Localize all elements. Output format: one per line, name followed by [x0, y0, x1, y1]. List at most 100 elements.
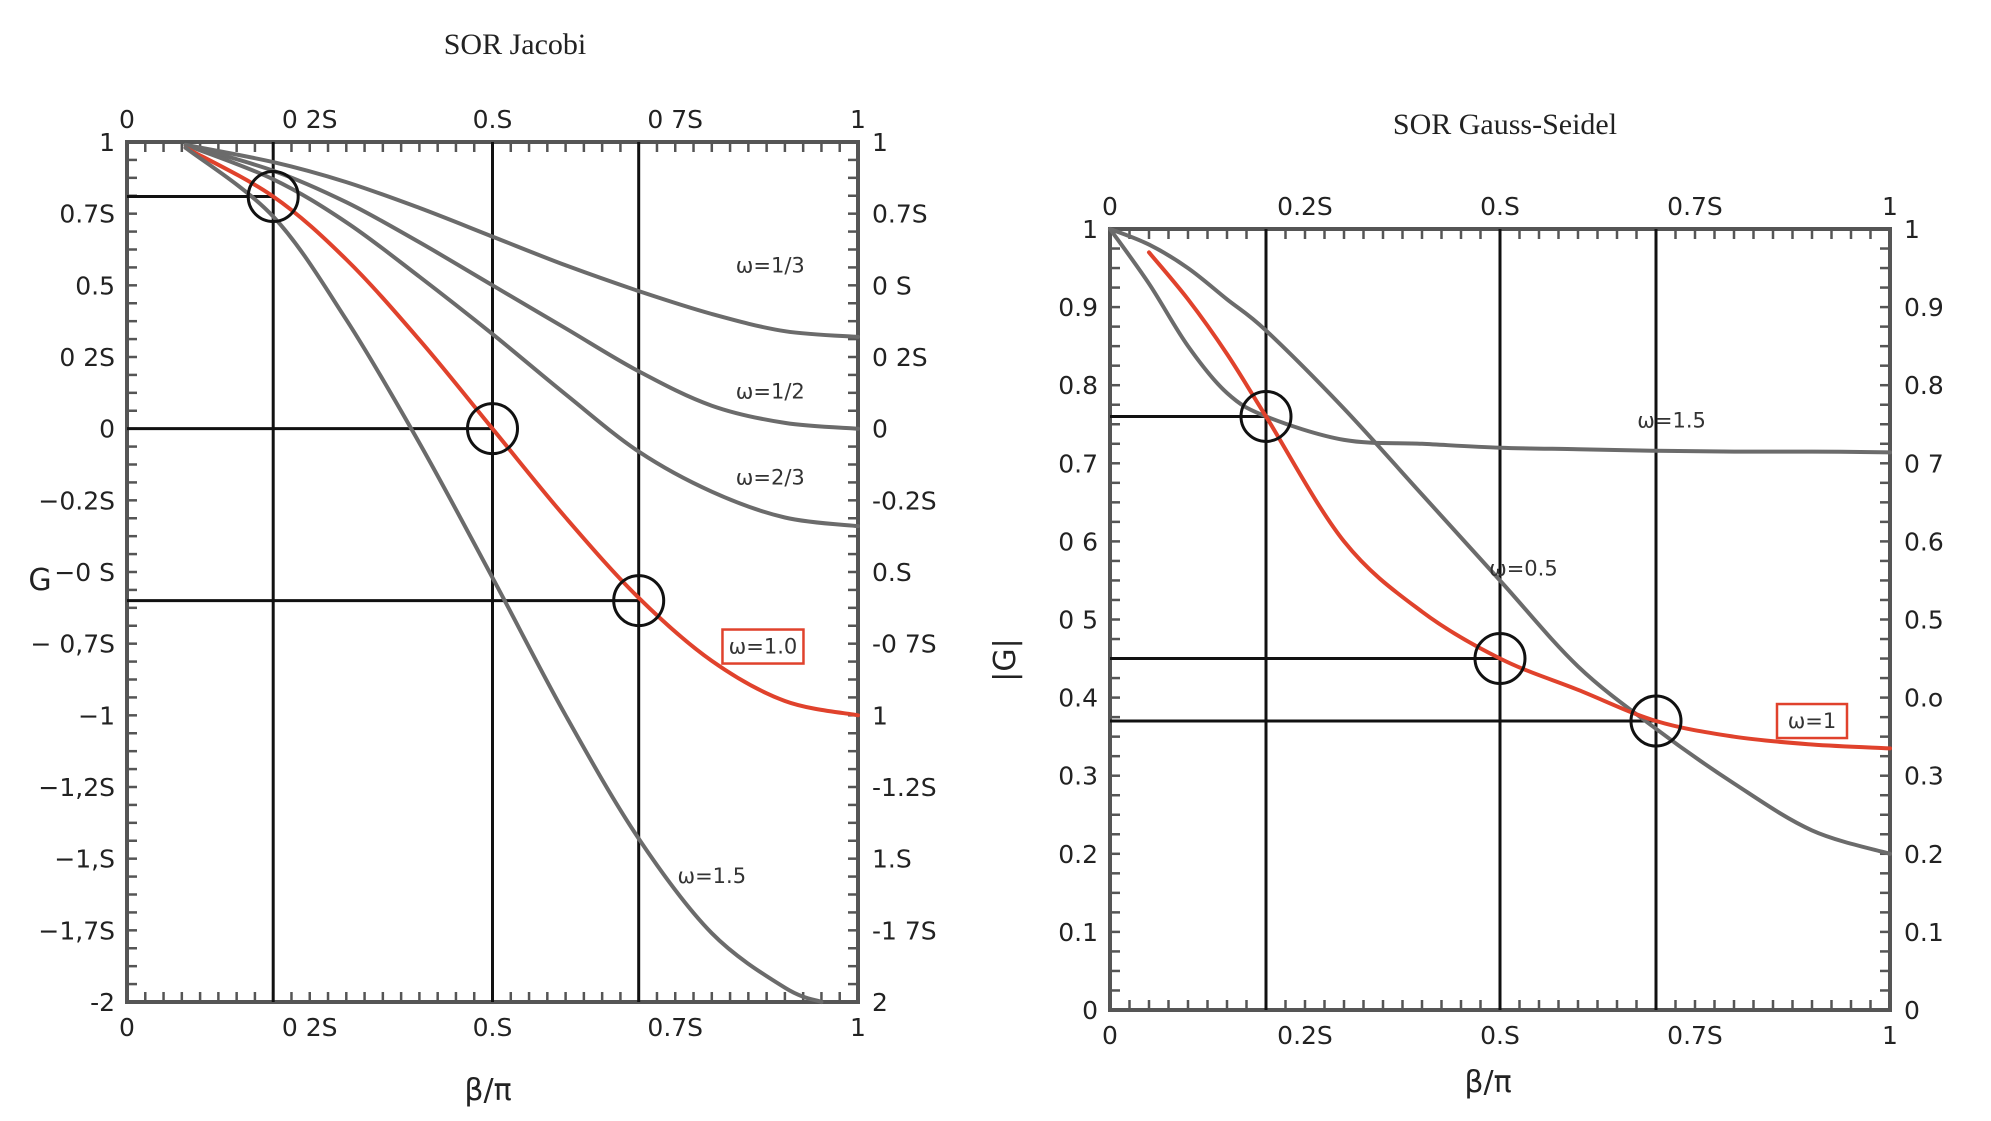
- jacobi-series-line-0: [183, 142, 860, 339]
- jacobi-series-label-2: ω=2/3: [736, 465, 805, 489]
- jacobi-x-tick-label-top: 0.S: [473, 105, 513, 134]
- gauss-seidel-x-tick-label-bottom: 1: [1882, 1021, 1898, 1050]
- gauss-seidel-x-axis-label: β/π: [1464, 1065, 1511, 1100]
- jacobi-y-tick-label-left: −1,2S: [38, 773, 115, 802]
- jacobi-series-label-3: ω=1.0: [729, 635, 798, 659]
- jacobi-y-tick-label-left: −1,S: [54, 845, 115, 874]
- gauss-seidel-y-tick-label-right: 0.8: [1904, 371, 1944, 400]
- gauss-seidel-y-tick-label-right: 1: [1904, 215, 1920, 244]
- jacobi-y-tick-label-right: 0 2S: [872, 343, 928, 372]
- jacobi-y-tick-label-left: -2: [90, 988, 115, 1017]
- gauss-seidel-y-tick-label-right: 0.5: [1904, 606, 1944, 635]
- gauss-seidel-series-label-2: ω=1: [1788, 709, 1837, 733]
- jacobi-series-line-4: [183, 145, 824, 1004]
- jacobi-intersection-marker: [466, 402, 519, 456]
- gauss-seidel-series-label-box-2: [1775, 702, 1849, 740]
- jacobi-series-line-3: [183, 145, 860, 718]
- gauss-seidel-y-axis-label: |G|: [988, 638, 1023, 681]
- jacobi-x-tick-label-bottom: 0.7S: [647, 1013, 703, 1042]
- jacobi-series-label-box-3: [721, 628, 805, 665]
- jacobi-y-tick-label-left: −1,7S: [38, 916, 115, 945]
- gauss-seidel-y-tick-label-right: 0.2: [1904, 840, 1944, 869]
- jacobi-y-tick-label-right: -1.2S: [872, 773, 937, 802]
- jacobi-y-tick-label-right: -0 7S: [872, 630, 937, 659]
- jacobi-x-tick-label-top: 1: [850, 105, 866, 134]
- jacobi-y-tick-label-left: 0: [99, 415, 115, 444]
- jacobi-x-tick-label-bottom: 0.S: [473, 1013, 513, 1042]
- jacobi-y-tick-label-right: 0.S: [872, 558, 912, 587]
- jacobi-series-label-0: ω=1/3: [736, 253, 805, 277]
- jacobi-y-tick-label-right: -0.2S: [872, 486, 937, 515]
- gauss-seidel-x-tick-label-top: 0: [1102, 192, 1118, 221]
- jacobi-y-tick-label-left: 1: [99, 128, 115, 157]
- gauss-seidel-x-tick-label-top: 0.S: [1480, 192, 1520, 221]
- jacobi-y-tick-label-left: 0 2S: [59, 343, 115, 372]
- gauss-seidel-chart-title: SOR Gauss-Seidel: [1393, 108, 1617, 141]
- jacobi-x-tick-label-bottom: 0: [119, 1013, 135, 1042]
- gauss-seidel-x-tick-label-bottom: 0.2S: [1277, 1021, 1333, 1050]
- gauss-seidel-series-line-0: [1108, 227, 1892, 455]
- gauss-seidel-x-tick-label-bottom: 0: [1102, 1021, 1118, 1050]
- jacobi-y-tick-label-right: 0: [872, 415, 888, 444]
- gauss-seidel-y-tick-label-right: 0.3: [1904, 762, 1944, 791]
- gauss-seidel-series-label-1: ω=0.5: [1489, 557, 1558, 581]
- gauss-seidel-y-tick-label-left: 0 6: [1058, 527, 1098, 556]
- gauss-seidel-y-tick-label-left: 0.8: [1058, 371, 1098, 400]
- gauss-seidel-intersection-marker: [1239, 389, 1293, 443]
- jacobi-y-tick-label-left: −0 S: [54, 558, 115, 587]
- gauss-seidel-intersection-marker: [1473, 632, 1527, 686]
- jacobi-y-tick-label-right: 1.S: [872, 845, 912, 874]
- jacobi-y-tick-label-left: −1: [78, 701, 115, 730]
- gauss-seidel-y-tick-label-right: 0.6: [1904, 527, 1944, 556]
- jacobi-y-tick-label-right: 0 S: [872, 271, 912, 300]
- gauss-seidel-x-tick-label-top: 0.2S: [1277, 192, 1333, 221]
- jacobi-chart-title: SOR Jacobi: [444, 28, 587, 61]
- gauss-seidel-x-tick-label-bottom: 0.S: [1480, 1021, 1520, 1050]
- gauss-seidel-series-line-2: [1147, 250, 1892, 751]
- jacobi-intersection-marker: [612, 574, 666, 628]
- gauss-seidel-y-tick-label-left: 0 5: [1058, 606, 1098, 635]
- jacobi-series-label-1: ω=1/2: [736, 379, 805, 403]
- gauss-seidel-chart: SOR Gauss-Seidel β/π |G| 000.2S0.2S0.S0.…: [988, 108, 1944, 1100]
- jacobi-series-line-1: [183, 142, 860, 431]
- gauss-seidel-y-tick-label-left: 0.7: [1058, 449, 1098, 478]
- gauss-seidel-x-tick-label-top: 1: [1882, 192, 1898, 221]
- gauss-seidel-y-tick-label-right: 0: [1904, 996, 1920, 1025]
- jacobi-series-line-2: [183, 142, 860, 529]
- gauss-seidel-y-tick-label-right: 0.1: [1904, 918, 1944, 947]
- gauss-seidel-y-tick-label-left: 0.1: [1058, 918, 1098, 947]
- jacobi-x-tick-label-top: 0 7S: [647, 105, 703, 134]
- jacobi-y-tick-label-right: 0.7S: [872, 200, 928, 229]
- jacobi-x-tick-label-top: 0 2S: [282, 105, 338, 134]
- gauss-seidel-x-tick-label-top: 0.7S: [1667, 192, 1723, 221]
- gauss-seidel-x-tick-label-bottom: 0.7S: [1667, 1021, 1723, 1050]
- gauss-seidel-y-tick-label-right: 0 7: [1904, 449, 1944, 478]
- jacobi-x-axis-label: β/π: [464, 1073, 511, 1108]
- jacobi-y-tick-label-left: − 0,7S: [30, 630, 115, 659]
- gauss-seidel-y-tick-label-left: 0.3: [1058, 762, 1098, 791]
- jacobi-chart: SOR Jacobi β/π G 0 0 0 2S 0 2S 0.S 0.S 0.7S 0 7…: [28, 28, 936, 1108]
- jacobi-y-tick-label-left: 0.7S: [59, 200, 115, 229]
- jacobi-x-tick-label-bottom: 1: [850, 1013, 866, 1042]
- gauss-seidel-y-tick-label-right: 0.o: [1904, 684, 1943, 713]
- jacobi-y-tick-label-right: 2: [872, 988, 888, 1017]
- jacobi-x-tick-label-top: 0: [119, 105, 135, 134]
- jacobi-y-tick-label-left: −0.2S: [38, 486, 115, 515]
- gauss-seidel-y-tick-label-left: 1: [1082, 215, 1098, 244]
- jacobi-intersection-marker: [246, 169, 300, 223]
- gauss-seidel-intersection-marker: [1629, 694, 1683, 748]
- jacobi-series-label-4: ω=1.5: [678, 864, 747, 888]
- gauss-seidel-series-line-1: [1108, 227, 1892, 856]
- gauss-seidel-y-tick-label-left: 0.2: [1058, 840, 1098, 869]
- jacobi-y-tick-label-right: 1: [872, 701, 888, 730]
- gauss-seidel-series-label-0: ω=1.5: [1637, 408, 1706, 432]
- gauss-seidel-y-tick-label-left: 0.4: [1058, 684, 1098, 713]
- jacobi-x-tick-label-bottom: 0 2S: [282, 1013, 338, 1042]
- jacobi-y-tick-label-right: -1 7S: [872, 916, 937, 945]
- gauss-seidel-y-tick-label-left: 0.9: [1058, 293, 1098, 322]
- jacobi-y-tick-label-right: 1: [872, 128, 888, 157]
- jacobi-y-axis-label: G: [28, 563, 51, 598]
- gauss-seidel-y-tick-label-left: 0: [1082, 996, 1098, 1025]
- gauss-seidel-y-tick-label-right: 0.9: [1904, 293, 1944, 322]
